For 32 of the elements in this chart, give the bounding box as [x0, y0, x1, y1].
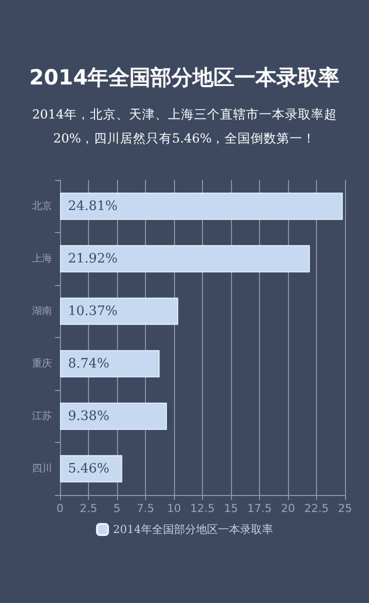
bar	[60, 192, 343, 220]
x-tick-label: 22.5	[304, 502, 329, 515]
bar	[60, 350, 160, 378]
y-tick-label: 江苏	[32, 410, 52, 422]
x-tick-label: 10	[167, 502, 181, 515]
x-tick-label: 20	[281, 502, 295, 515]
x-tick-label: 17.5	[247, 502, 272, 515]
data-label: 21.92%	[68, 251, 118, 266]
bar	[60, 245, 310, 272]
x-tick-label: 5	[114, 502, 120, 515]
y-tick-label: 北京	[32, 200, 52, 212]
x-tick-label: 12.5	[190, 502, 215, 515]
data-label: 10.37%	[68, 304, 118, 319]
x-tick-label: 2.5	[80, 502, 98, 515]
data-label: 8.74%	[68, 356, 110, 372]
x-tick-label: 25	[338, 502, 352, 515]
bar	[60, 402, 167, 430]
chart-title: 2014年全国部分地区一本录取率	[29, 66, 340, 90]
bar	[60, 298, 178, 325]
y-tick-label: 湖南	[32, 304, 52, 317]
y-tick-label: 四川	[32, 462, 52, 474]
y-tick-label: 上海	[32, 252, 52, 264]
x-tick-label: 15	[224, 502, 238, 515]
bar	[60, 455, 122, 482]
data-label: 9.38%	[68, 408, 110, 424]
legend-label: 2014年全国部分地区一本录取率	[113, 523, 274, 536]
y-tick-label: 重庆	[32, 357, 52, 370]
x-tick-label: 0	[56, 502, 64, 515]
chart-subtitle: 2014年，北京、天津、上海三个直辖市一本录取率超20%，四川居然只有5.46%，全国倒数第一！	[32, 106, 337, 146]
x-tick-label: 7.5	[136, 502, 154, 515]
data-label: 24.81%	[68, 198, 118, 214]
data-label: 5.46%	[68, 461, 110, 476]
